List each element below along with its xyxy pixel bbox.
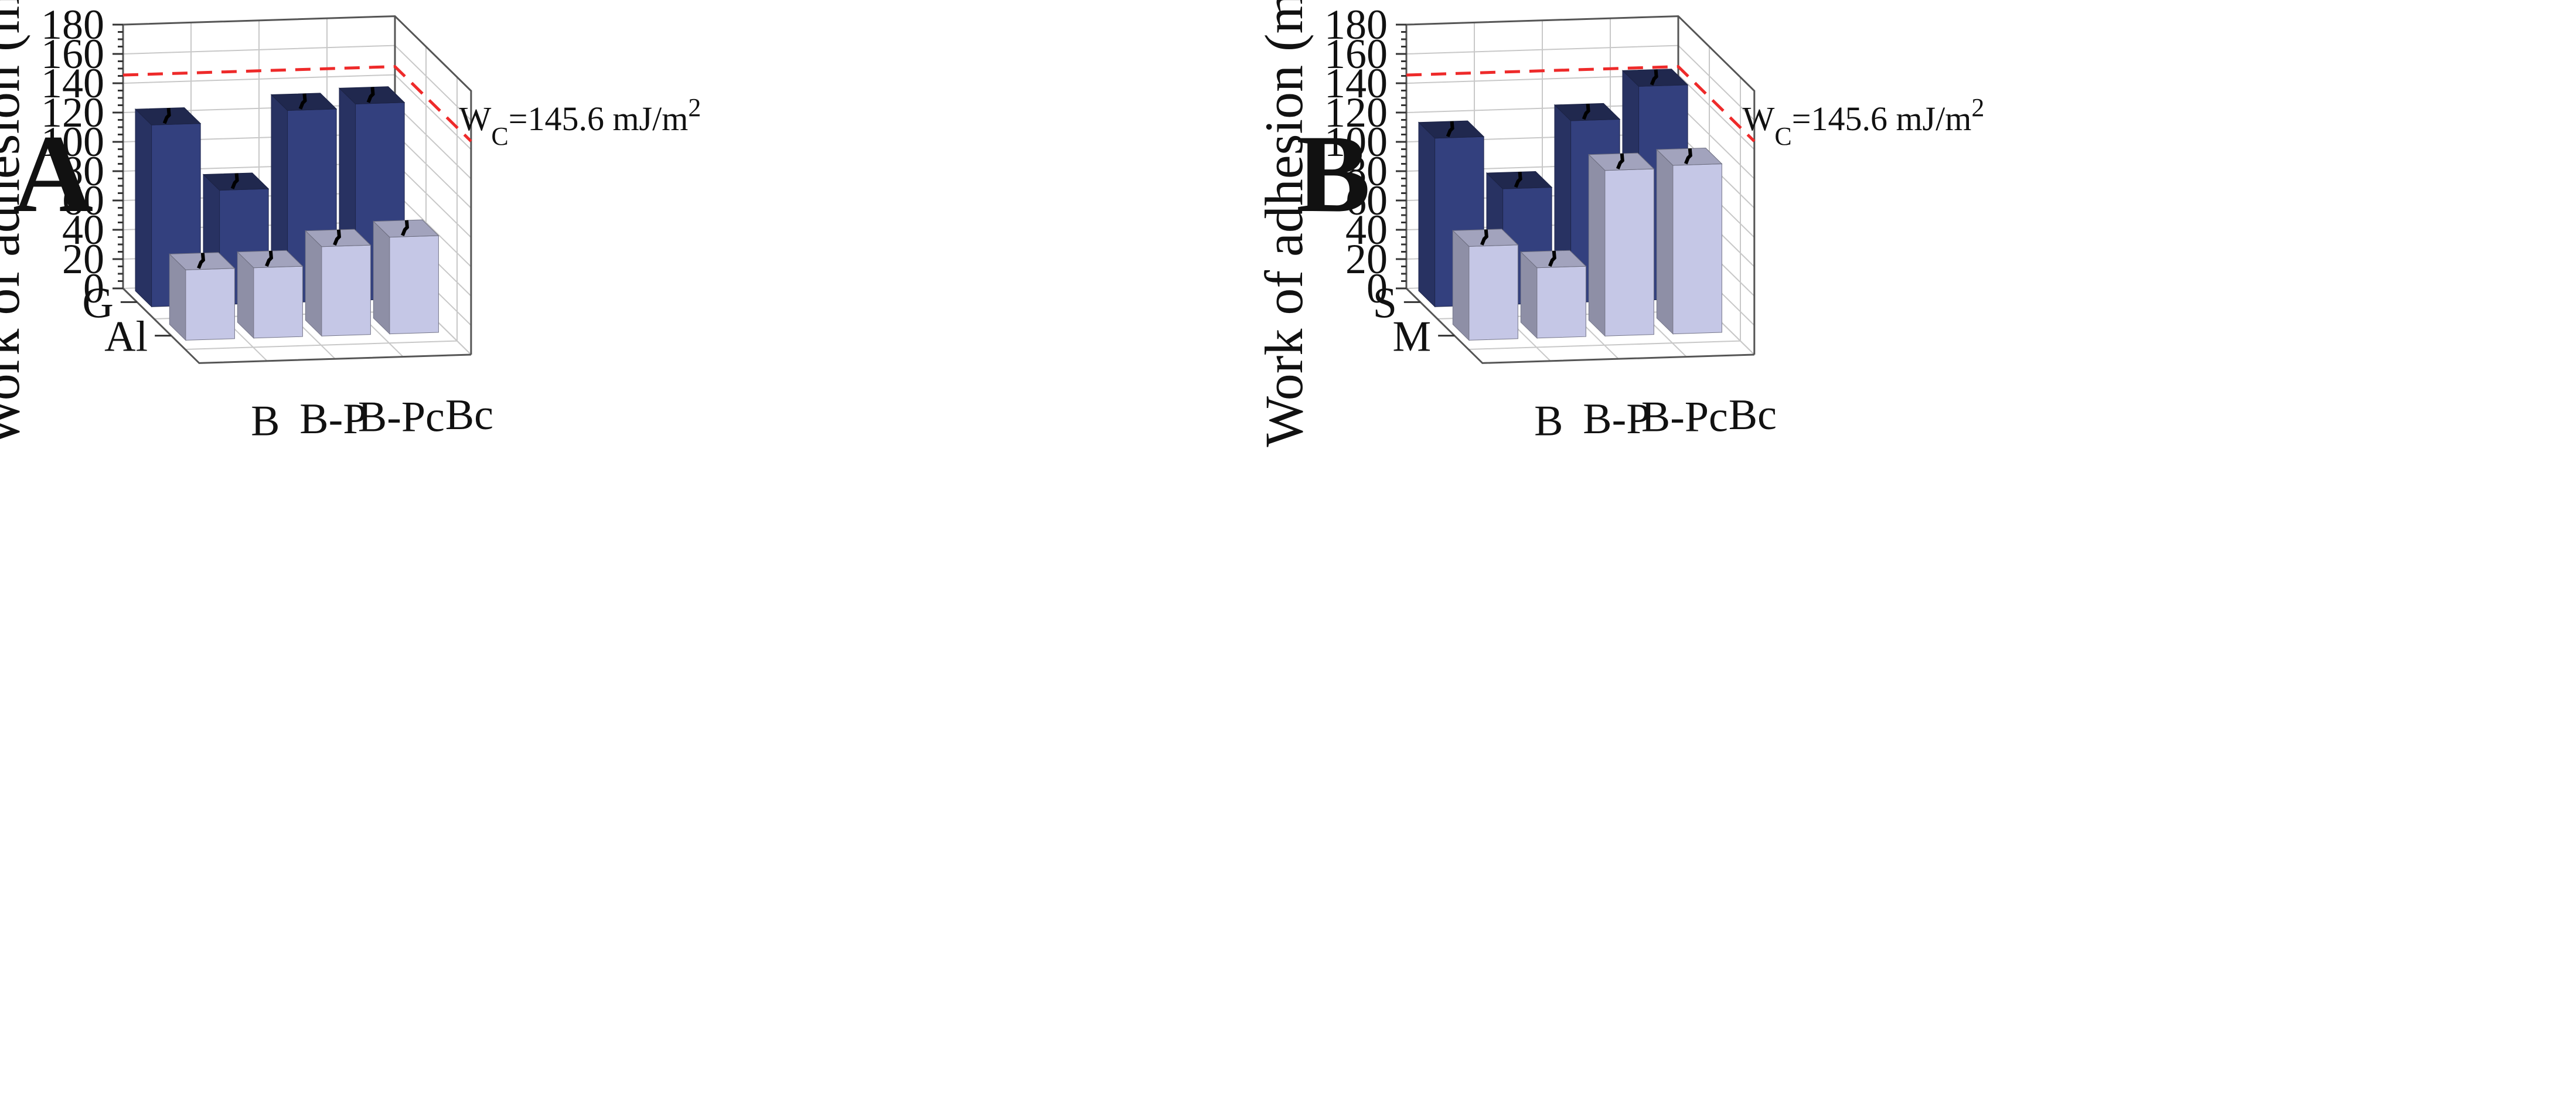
bar-side bbox=[373, 220, 390, 335]
error-bar bbox=[1582, 103, 1590, 120]
y-tick-label: 40 bbox=[1345, 206, 1388, 253]
floor-gridline bbox=[1468, 340, 1741, 350]
error-bar bbox=[298, 93, 307, 110]
error-bar bbox=[1650, 69, 1658, 86]
error-bar bbox=[1514, 172, 1522, 188]
reference-label-value: =145.6 mJ/m bbox=[509, 100, 689, 138]
error-bar bbox=[230, 173, 239, 189]
bar-Al-B bbox=[169, 252, 236, 341]
depth-label: Al bbox=[104, 313, 148, 361]
y-tick-label: 0 bbox=[1367, 265, 1388, 312]
error-bar bbox=[333, 229, 342, 246]
gridline bbox=[122, 15, 472, 91]
y-tick-label: 80 bbox=[62, 148, 104, 195]
error-bar bbox=[265, 250, 274, 267]
floor-front-edge bbox=[122, 287, 471, 364]
depth-label: S bbox=[1373, 279, 1397, 327]
x-category-label: B-P bbox=[1583, 395, 1650, 443]
bar-side bbox=[135, 108, 152, 308]
x-category-label: Bc bbox=[445, 391, 493, 439]
error-bar bbox=[1446, 121, 1454, 138]
x-category-label: Bc bbox=[1729, 391, 1777, 439]
x-category-label: B-P bbox=[299, 395, 367, 443]
y-tick-label: 160 bbox=[41, 30, 104, 77]
x-category-label: B-Pc bbox=[1641, 393, 1728, 441]
reference-label-subscript: C bbox=[491, 122, 508, 151]
x-category-label: B-Pc bbox=[358, 393, 445, 441]
y-tick-label: 160 bbox=[1324, 30, 1388, 77]
bar-M-B-P bbox=[1520, 250, 1587, 339]
y-tick-label: 40 bbox=[62, 206, 104, 253]
reference-label-subscript: C bbox=[1774, 122, 1791, 151]
bar-Al-B-P bbox=[237, 250, 304, 339]
bar-M-Bc bbox=[1656, 147, 1723, 335]
y-axis-title: Work of adhesion (mJ/m2) bbox=[0, 0, 30, 447]
y-tick-label: 180 bbox=[1324, 1, 1388, 48]
reference-label-superscript: 2 bbox=[1971, 93, 1984, 122]
bar-front bbox=[1468, 244, 1518, 341]
reference-line bbox=[1406, 65, 1756, 142]
y-tick-label: 20 bbox=[1345, 236, 1388, 283]
y-tick-label: 180 bbox=[41, 1, 104, 48]
reference-label-value: =145.6 mJ/m bbox=[1792, 100, 1972, 138]
error-bar bbox=[1616, 153, 1624, 170]
error-bar bbox=[1480, 229, 1488, 246]
bar-front bbox=[185, 268, 235, 341]
bar-front bbox=[321, 244, 371, 336]
bar-M-B-Pc bbox=[1588, 152, 1655, 337]
error-bar bbox=[197, 253, 206, 269]
bar-Al-B-Pc bbox=[305, 229, 372, 337]
panel-letter: B bbox=[1296, 113, 1371, 236]
reference-label: WC=145.6 mJ/m2 bbox=[1743, 93, 1985, 151]
x-category-label: B bbox=[1534, 397, 1563, 446]
reference-label-superscript: 2 bbox=[688, 93, 701, 122]
error-bar bbox=[366, 87, 375, 103]
depth-label: M bbox=[1392, 313, 1431, 361]
bar-front bbox=[389, 235, 439, 335]
bar-M-B bbox=[1452, 229, 1519, 341]
bar-front bbox=[1672, 163, 1722, 335]
y-tick-label: 120 bbox=[1324, 89, 1388, 136]
bar-front bbox=[1536, 266, 1586, 339]
error-bar bbox=[1548, 250, 1556, 267]
bar-front bbox=[253, 266, 303, 339]
error-bar bbox=[401, 220, 410, 236]
depth-label: G bbox=[82, 279, 113, 327]
reference-label: WC=145.6 mJ/m2 bbox=[459, 93, 701, 151]
y-axis-title: Work of adhesion (mJ/m2) bbox=[1250, 0, 1314, 447]
y-tick-label: 100 bbox=[41, 118, 104, 165]
floor-gridline bbox=[185, 340, 458, 350]
bar-side bbox=[1418, 121, 1436, 308]
error-bar bbox=[162, 108, 171, 124]
y-tick-label: 20 bbox=[62, 236, 104, 283]
bar-front bbox=[1604, 168, 1654, 336]
error-bar bbox=[1684, 148, 1692, 165]
gridline bbox=[1406, 15, 1755, 91]
y-tick-label: 60 bbox=[1345, 177, 1388, 224]
bar-side bbox=[1452, 230, 1470, 341]
y-tick-label: 100 bbox=[1324, 118, 1388, 165]
y-tick-label: 140 bbox=[41, 60, 104, 107]
bar-side bbox=[1656, 148, 1674, 335]
y-tick-label: 120 bbox=[41, 89, 104, 136]
y-tick-label: 80 bbox=[1345, 148, 1388, 195]
y-tick-label: 0 bbox=[83, 265, 104, 312]
floor-front-edge bbox=[1405, 287, 1754, 364]
y-tick-label: 60 bbox=[62, 177, 104, 224]
bar-side bbox=[305, 230, 322, 337]
bar-side bbox=[1588, 154, 1606, 337]
bar-Al-Bc bbox=[373, 219, 439, 335]
reference-line bbox=[122, 65, 472, 142]
x-category-label: B bbox=[251, 397, 280, 446]
panel-letter: A bbox=[13, 113, 93, 236]
y-tick-label: 140 bbox=[1324, 60, 1388, 107]
